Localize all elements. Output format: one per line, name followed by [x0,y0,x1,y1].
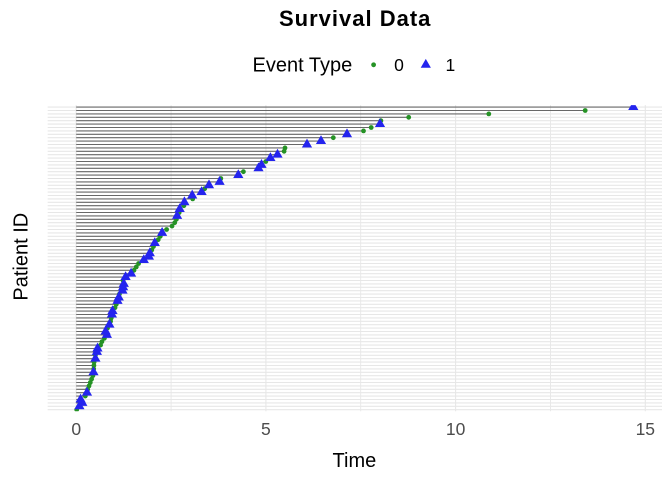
svg-text:1: 1 [446,55,456,75]
svg-text:10: 10 [446,419,466,439]
svg-text:Survival Data: Survival Data [279,6,431,31]
svg-text:5: 5 [261,419,271,439]
svg-text:Event Type: Event Type [253,54,353,76]
svg-text:Patient ID: Patient ID [11,213,33,301]
svg-text:0: 0 [71,419,81,439]
svg-text:0: 0 [394,55,404,75]
svg-text:15: 15 [636,419,655,439]
svg-text:Time: Time [333,450,377,472]
